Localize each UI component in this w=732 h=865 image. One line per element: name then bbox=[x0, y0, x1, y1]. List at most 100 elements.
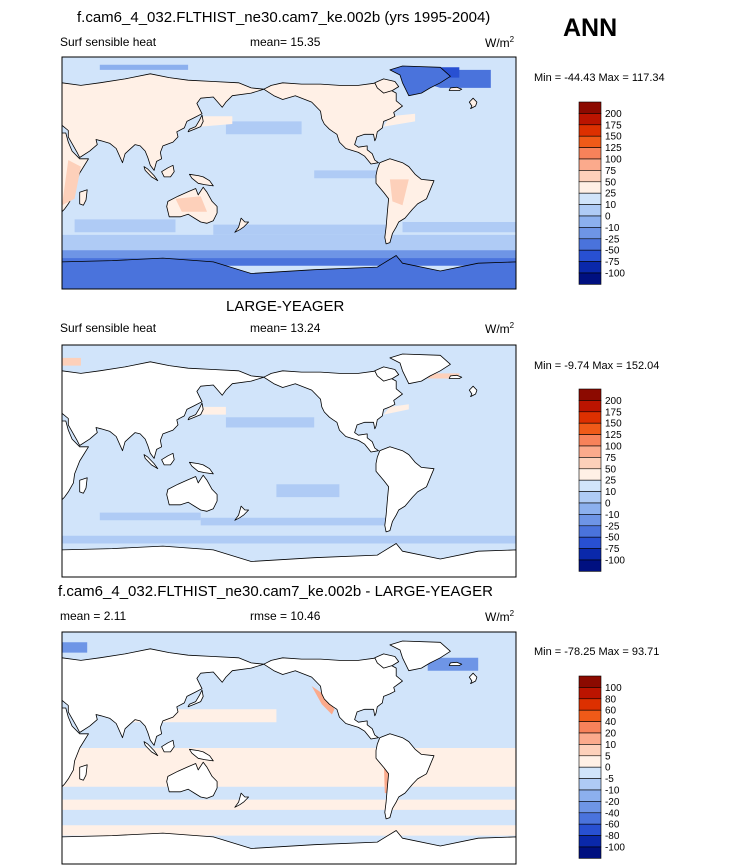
field-region bbox=[402, 222, 516, 233]
colorbar-swatch bbox=[578, 468, 602, 481]
colorbar-swatch bbox=[578, 238, 602, 251]
field-region bbox=[200, 406, 226, 415]
colorbar-tick-label: -50 bbox=[605, 533, 620, 544]
land-africa bbox=[61, 707, 89, 788]
panel-1-left-label: Surf sensible heat bbox=[60, 35, 157, 49]
colorbar-tick-label: 150 bbox=[605, 419, 622, 430]
land-iceland bbox=[448, 661, 463, 666]
land-madagascar bbox=[79, 189, 88, 206]
land-uk bbox=[468, 385, 478, 397]
season-label: ANN bbox=[563, 14, 618, 42]
land-iceland bbox=[448, 374, 463, 379]
panel-2-mean-label: mean= 13.24 bbox=[250, 321, 321, 335]
colorbar-swatch bbox=[578, 823, 602, 836]
panel-2-minmax: Min = -9.74 Max = 152.04 bbox=[534, 360, 660, 372]
colorbar-swatch bbox=[578, 227, 602, 240]
land-samerica bbox=[375, 446, 435, 533]
panel-1-units: W/m2 bbox=[485, 35, 515, 50]
colorbar-tick-label: 100 bbox=[605, 441, 622, 452]
panel-3-title: f.cam6_4_032.FLTHIST_ne30.cam7_ke.002b -… bbox=[58, 583, 493, 600]
panel-1-minmax: Min = -44.43 Max = 117.34 bbox=[534, 72, 665, 84]
field-region bbox=[62, 234, 516, 253]
colorbar-tick-label: 0 bbox=[605, 763, 611, 774]
map-frame bbox=[61, 344, 517, 578]
colorbar-swatch bbox=[578, 846, 602, 859]
land-warm-region bbox=[175, 196, 207, 212]
field-region bbox=[99, 64, 189, 70]
land-uk bbox=[468, 672, 478, 684]
colorbar-tick-label: 25 bbox=[605, 189, 617, 200]
colorbar-swatch bbox=[578, 502, 602, 515]
colorbar-swatch bbox=[578, 204, 602, 217]
colorbar-swatch bbox=[578, 124, 602, 137]
land-sumatra bbox=[143, 741, 159, 757]
colorbar-tick-label: -25 bbox=[605, 521, 620, 532]
land-eurasia bbox=[61, 361, 265, 459]
colorbar-tick-label: 150 bbox=[605, 132, 622, 143]
field-region bbox=[62, 357, 81, 366]
land-newguinea bbox=[189, 748, 214, 762]
colorbar-swatch bbox=[578, 388, 602, 401]
colorbar-tick-label: 75 bbox=[605, 166, 617, 177]
colorbar-tick-label: 80 bbox=[605, 694, 617, 705]
colorbar-tick-label: 175 bbox=[605, 120, 622, 131]
colorbar-swatch bbox=[578, 559, 602, 572]
colorbar-tick-label: 10 bbox=[605, 740, 617, 751]
colorbar-tick-label: 200 bbox=[605, 396, 622, 407]
colorbar-tick-label: 75 bbox=[605, 453, 617, 464]
land-iceland bbox=[448, 86, 463, 91]
land-australia bbox=[166, 761, 218, 799]
land-newzealand bbox=[234, 505, 249, 521]
colorbar-swatch bbox=[578, 744, 602, 757]
field-region bbox=[383, 404, 409, 415]
field-region bbox=[276, 484, 340, 498]
colorbar-tick-label: 10 bbox=[605, 487, 617, 498]
field-region bbox=[314, 170, 390, 179]
colorbar-swatch bbox=[578, 400, 602, 413]
colorbar-swatch bbox=[578, 261, 602, 274]
colorbar-swatch bbox=[578, 192, 602, 205]
field-region bbox=[62, 642, 88, 653]
colorbar-swatch bbox=[578, 514, 602, 527]
colorbar-tick-label: -40 bbox=[605, 808, 620, 819]
colorbar-tick-label: 125 bbox=[605, 143, 622, 154]
land-sumatra bbox=[143, 166, 159, 182]
map-svg bbox=[61, 344, 517, 578]
field-region bbox=[213, 224, 390, 235]
colorbar-swatch bbox=[578, 698, 602, 711]
land-africa bbox=[61, 420, 89, 501]
colorbar-swatch bbox=[578, 170, 602, 183]
map-frame bbox=[61, 56, 517, 290]
panel-3-map bbox=[61, 631, 517, 865]
land-greenland bbox=[389, 65, 451, 97]
land-newguinea bbox=[189, 173, 214, 187]
colorbar-swatch bbox=[578, 272, 602, 285]
colorbar-swatch bbox=[578, 158, 602, 171]
colorbar-swatch bbox=[578, 434, 602, 447]
colorbar-swatch bbox=[578, 135, 602, 148]
land-baffin bbox=[374, 366, 400, 382]
colorbar-tick-label: -10 bbox=[605, 510, 620, 521]
colorbar-tick-label: 25 bbox=[605, 476, 617, 487]
land-baffin bbox=[374, 653, 400, 669]
panel-2-left-label: Surf sensible heat bbox=[60, 321, 157, 335]
colorbar-tick-label: 0 bbox=[605, 498, 611, 509]
colorbar-tick-label: 50 bbox=[605, 464, 617, 475]
land-samerica bbox=[375, 733, 435, 820]
colorbar-tick-label: -100 bbox=[605, 842, 625, 853]
colorbar-tick-label: -100 bbox=[605, 555, 625, 566]
colorbar-tick-label: -10 bbox=[605, 223, 620, 234]
colorbar-swatch bbox=[578, 766, 602, 779]
land-sumatra bbox=[143, 454, 159, 470]
panel-2-colorbar: 200 175 150 125 100 75 50 25 10 0 -10 -25 -50 -75 -100 bbox=[578, 388, 648, 577]
colorbar-swatch bbox=[578, 525, 602, 538]
colorbar-swatch bbox=[578, 687, 602, 700]
land-eurasia bbox=[61, 648, 265, 746]
land-borneo bbox=[161, 164, 175, 178]
panel-1-map bbox=[61, 56, 517, 290]
land-madagascar bbox=[79, 764, 88, 781]
colorbar-swatch bbox=[578, 101, 602, 114]
panel-2-title: LARGE-YEAGER bbox=[226, 298, 345, 315]
